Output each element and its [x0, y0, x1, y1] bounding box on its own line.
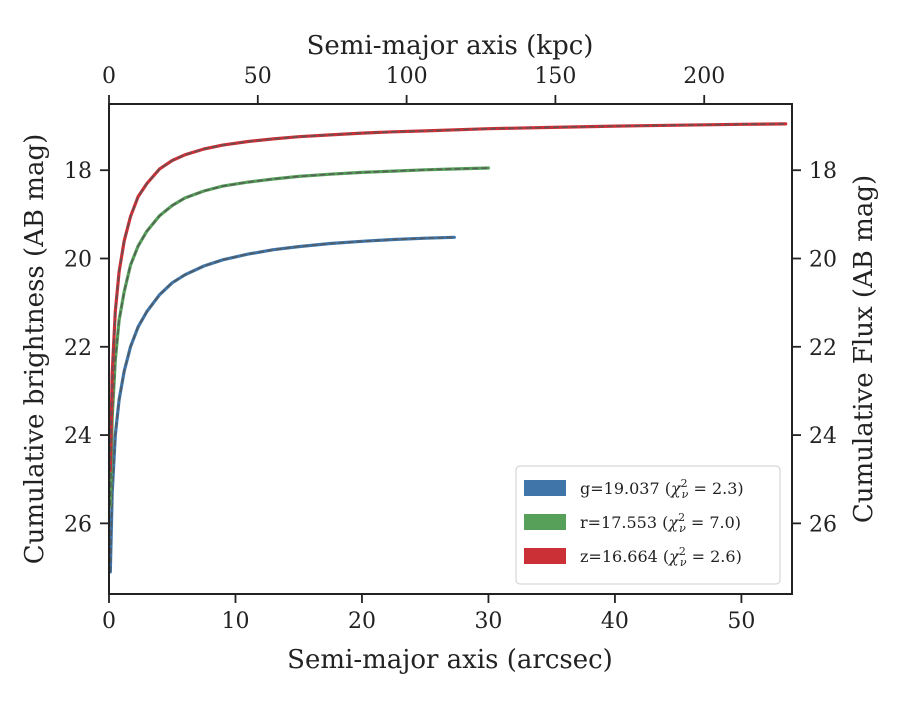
model-dashed-line-2	[109, 123, 786, 471]
y-tick-label-0: 18	[64, 159, 92, 184]
x-top-tick-label-0: 0	[102, 64, 116, 89]
y-right-tick-label-1: 20	[809, 248, 837, 273]
legend-items: g=19.037 (χ2 ν = 2.3) r=17.553 (χ2 ν = 7.0)…	[524, 477, 744, 569]
x-tick-label-3: 30	[474, 609, 502, 634]
legend-box	[515, 465, 781, 585]
x-tick-label-0: 0	[102, 609, 116, 634]
model-dashed-line-1	[109, 167, 489, 506]
legend-swatch-1	[524, 514, 566, 530]
y-tick-label-2: 22	[64, 336, 92, 361]
x-tick-label-1: 10	[221, 609, 249, 634]
x-top-tick-label-4: 200	[683, 64, 725, 89]
x-top-tick-label-1: 50	[244, 64, 272, 89]
x-axis-top-title: Semi-major axis (kpc)	[307, 31, 594, 61]
curves-layer	[108, 122, 788, 574]
series-line-1	[108, 166, 490, 508]
y-tick-label-4: 26	[64, 512, 92, 537]
y-axis-right-title: Cumulative Flux (AB mag)	[849, 175, 879, 523]
y-tick-label-1: 20	[64, 248, 92, 273]
plot-frame	[108, 103, 793, 595]
series-line-0	[108, 235, 456, 574]
series-line-2	[108, 122, 788, 472]
y-tick-label-3: 24	[64, 424, 92, 449]
legend-label-2: z=16.664 (χ2 ν = 2.6)	[580, 545, 742, 569]
y-right-tick-label-0: 18	[809, 159, 837, 184]
legend-label-1: r=17.553 (χ2 ν = 7.0)	[580, 511, 741, 535]
y-right-tick-label-3: 24	[809, 424, 837, 449]
x-axis-title: Semi-major axis (arcsec)	[287, 645, 613, 675]
legend-swatch-2	[524, 548, 566, 564]
model-dashed-line-0	[109, 236, 455, 572]
y-axis-title: Cumulative brightness (AB mag)	[20, 134, 50, 565]
legend-swatch-0	[524, 480, 566, 496]
legend: g=19.037 (χ2 ν = 2.3) r=17.553 (χ2 ν = 7.0)…	[515, 465, 781, 585]
y-right-tick-label-2: 22	[809, 336, 837, 361]
x-top-tick-label-2: 100	[386, 64, 428, 89]
x-tick-label-4: 40	[601, 609, 629, 634]
y-right-tick-label-4: 26	[809, 512, 837, 537]
x-tick-label-5: 50	[727, 609, 755, 634]
x-tick-label-2: 20	[348, 609, 376, 634]
ticks-layer: 0 10 20 30 40 50 0 50 100 150 200 18 18 20 20 22 22 24 24 2…	[64, 64, 837, 634]
x-top-tick-label-3: 150	[534, 64, 576, 89]
legend-label-0: g=19.037 (χ2 ν = 2.3)	[580, 477, 744, 501]
